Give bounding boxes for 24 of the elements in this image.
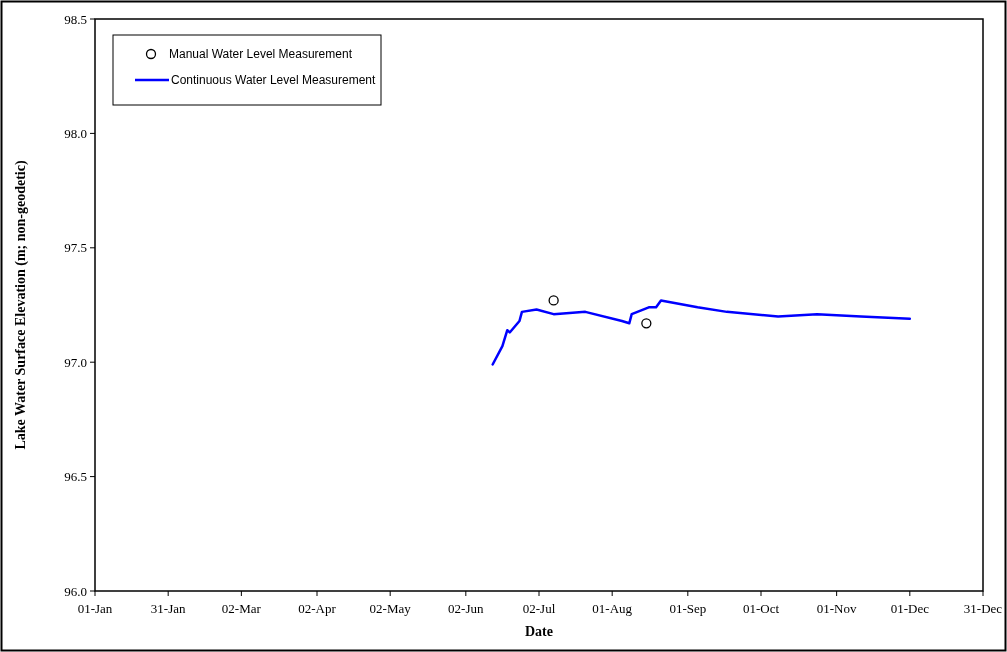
y-tick-label: 98.0 — [64, 125, 87, 141]
y-axis-title: Lake Water Surface Elevation (m; non-geodetic) — [13, 160, 29, 450]
x-tick-label: 02-Jul — [522, 601, 556, 616]
y-tick-label: 97.0 — [64, 354, 87, 370]
x-tick-label: 01-Sep — [669, 601, 707, 616]
x-axis-title: Date — [525, 624, 553, 639]
x-tick-label: 01-Dec — [890, 601, 930, 616]
legend-label: Manual Water Level Measurement — [169, 47, 353, 62]
x-tick-label: 31-Dec — [963, 601, 1003, 616]
x-tick-label: 02-Mar — [221, 601, 262, 616]
x-tick-label: 01-Oct — [742, 601, 780, 616]
x-tick-label: 01-Aug — [592, 601, 633, 616]
x-tick-label: 01-Nov — [816, 601, 857, 616]
x-tick-label: 02-May — [369, 601, 412, 616]
x-tick-label: 31-Jan — [150, 601, 187, 616]
x-tick-label: 02-Apr — [298, 601, 337, 616]
line-series — [491, 299, 912, 366]
y-tick-label: 97.5 — [64, 240, 87, 256]
x-tick-label: 02-Jun — [448, 601, 485, 616]
y-tick-label: 96.5 — [64, 469, 87, 485]
y-tick-label: 96.0 — [64, 583, 87, 599]
legend-label: Continuous Water Level Measurement — [171, 73, 376, 88]
y-tick-label: 98.5 — [64, 11, 87, 27]
x-tick-label: 01-Jan — [77, 601, 113, 616]
